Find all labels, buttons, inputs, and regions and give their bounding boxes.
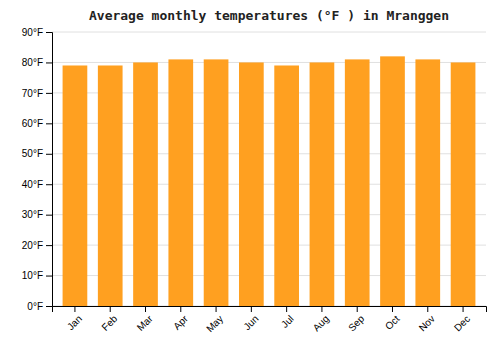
y-tick: 40°F [22,179,52,190]
bar [204,59,229,306]
tick-mark [463,306,464,312]
tick-label: Feb [99,313,119,333]
bar [451,62,476,306]
grid [52,32,486,306]
tick-mark [46,93,52,94]
tick-mark [46,245,52,246]
tick-label: Apr [171,313,190,332]
x-tick: Mar [135,306,155,333]
tick-mark [46,184,52,185]
tick-label: 70°F [22,88,43,99]
tick-label: Oct [383,313,402,332]
tick-label: 90°F [22,27,43,38]
tick-label: 30°F [22,209,43,220]
title: Average monthly temperatures (°F ) in Mr… [89,8,449,23]
plot-area: 0°F 10°F 20°F 30°F 40°F 50°F 60°F 70°F 80°F 90°F J… [22,27,487,335]
tick-label: 0°F [27,301,43,312]
tick-label: Jul [279,313,296,330]
x-axis: Jan Feb Mar Apr May Jun Jul Aug Sep Oct Nov Dec [53,306,487,334]
y-tick: 70°F [22,88,52,99]
tick-label: Jun [241,313,260,332]
bar [133,62,158,306]
x-tick: Nov [417,306,437,333]
y-tick: 90°F [22,27,52,38]
tick-label: 80°F [22,57,43,68]
y-axis: 0°F 10°F 20°F 30°F 40°F 50°F 60°F 70°F 80°F 90°F [22,27,53,312]
bars [63,56,476,306]
y-tick: 30°F [22,209,52,220]
tick-label: Jan [65,313,84,332]
bar [63,65,88,306]
bar [345,59,370,306]
x-tick: Dec [452,306,472,333]
tick-label: Sep [346,313,367,334]
tick-mark [180,306,181,312]
tick-label: May [204,313,225,334]
tick-mark [145,306,146,312]
tick-label: Aug [311,313,331,333]
tick-mark [392,306,393,312]
tick-mark [46,123,52,124]
bar [274,65,299,306]
grid-line [52,32,486,33]
tick-mark [251,306,252,312]
bar [310,62,335,306]
axis-line [53,307,487,313]
bar [98,65,123,306]
x-tick: Aug [311,306,331,333]
tick-mark [74,306,75,312]
tick-mark [46,306,52,307]
y-tick: 50°F [22,148,52,159]
tick-label: 50°F [22,148,43,159]
axis-line [46,33,53,307]
tick-mark [427,306,428,312]
tick-label: Dec [452,313,472,333]
tick-mark [46,32,52,33]
tick-mark [46,154,52,155]
x-tick: May [204,306,225,334]
x-tick: Sep [346,306,367,333]
tick-label: Mar [135,313,155,333]
x-tick: Jan [65,306,84,332]
y-tick: 20°F [22,240,52,251]
tick-mark [216,306,217,312]
y-tick: 10°F [22,270,52,281]
x-tick: Oct [383,306,402,332]
tick-mark [286,306,287,312]
tick-mark [46,276,52,277]
tick-mark [46,215,52,216]
x-tick: Jun [241,306,260,332]
y-tick: 80°F [22,57,52,68]
tick-mark [357,306,358,312]
chart: 0°F 10°F 20°F 30°F 40°F 50°F 60°F 70°F 80°F 90°F J… [0,0,500,350]
y-tick: 60°F [22,118,52,129]
bar [415,59,440,306]
x-tick: Apr [171,306,190,332]
tick-mark [110,306,111,312]
tick-label: 10°F [22,270,43,281]
bar [239,62,264,306]
bar [168,59,193,306]
x-tick: Jul [279,306,296,330]
tick-label: 60°F [22,118,43,129]
tick-label: 20°F [22,240,43,251]
bar [380,56,405,306]
tick-label: Nov [417,313,437,333]
tick-label: 40°F [22,179,43,190]
y-tick: 0°F [27,301,52,312]
tick-mark [46,62,52,63]
tick-mark [321,306,322,312]
x-tick: Feb [99,306,119,333]
